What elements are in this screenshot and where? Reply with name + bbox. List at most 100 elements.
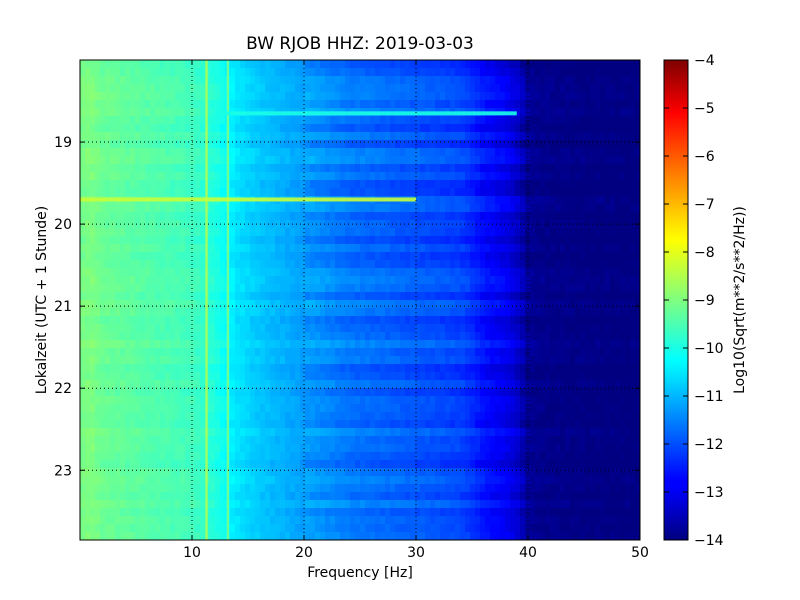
heatmap-cell bbox=[570, 380, 576, 389]
heatmap-cell bbox=[215, 228, 221, 237]
heatmap-cell bbox=[630, 116, 636, 125]
heatmap-cell bbox=[500, 100, 506, 109]
heatmap-cell bbox=[400, 324, 406, 333]
heatmap-cell bbox=[580, 84, 586, 93]
heatmap-cell bbox=[400, 228, 406, 237]
heatmap-cell bbox=[105, 60, 111, 69]
heatmap-cell bbox=[430, 68, 436, 77]
heatmap-cell bbox=[150, 172, 156, 181]
heatmap-cell bbox=[125, 276, 131, 285]
heatmap-cell bbox=[460, 324, 466, 333]
heatmap-cell bbox=[220, 276, 226, 285]
heatmap-cell bbox=[545, 164, 551, 173]
heatmap-cell bbox=[110, 380, 116, 389]
heatmap-cell bbox=[320, 60, 326, 69]
heatmap-cell bbox=[100, 252, 106, 261]
heatmap-cell bbox=[265, 60, 271, 69]
heatmap-cell bbox=[175, 340, 181, 349]
heatmap-cell bbox=[495, 164, 501, 173]
heatmap-cell bbox=[455, 92, 461, 101]
heatmap-cell bbox=[630, 388, 636, 397]
heatmap-cell bbox=[430, 116, 436, 125]
heatmap-cell bbox=[545, 156, 551, 165]
heatmap-cell bbox=[95, 324, 101, 333]
heatmap-cell bbox=[395, 396, 401, 405]
heatmap-cell bbox=[480, 364, 486, 373]
heatmap-cell bbox=[205, 156, 211, 165]
heatmap-cell bbox=[130, 260, 136, 269]
heatmap-cell bbox=[305, 204, 311, 213]
heatmap-cell bbox=[440, 124, 446, 133]
heatmap-cell bbox=[475, 404, 481, 413]
heatmap-cell bbox=[200, 220, 206, 229]
heatmap-cell bbox=[80, 140, 86, 149]
heatmap-cell bbox=[200, 116, 206, 125]
heatmap-cell bbox=[345, 380, 351, 389]
heatmap-cell bbox=[605, 148, 611, 157]
heatmap-cell bbox=[505, 252, 511, 261]
heatmap-cell bbox=[260, 276, 266, 285]
heatmap-cell bbox=[395, 204, 401, 213]
heatmap-cell bbox=[125, 404, 131, 413]
heatmap-cell bbox=[625, 292, 631, 301]
heatmap-cell bbox=[540, 84, 546, 93]
heatmap-cell bbox=[160, 124, 166, 133]
heatmap-cell bbox=[260, 76, 266, 85]
heatmap-cell bbox=[400, 140, 406, 149]
heatmap-cell bbox=[335, 300, 341, 309]
heatmap-cell bbox=[590, 76, 596, 85]
heatmap-cell bbox=[160, 324, 166, 333]
heatmap-cell bbox=[500, 68, 506, 77]
heatmap-cell bbox=[610, 372, 616, 381]
heatmap-cell bbox=[610, 404, 616, 413]
heatmap-cell bbox=[185, 84, 191, 93]
heatmap-cell bbox=[135, 332, 141, 341]
heatmap-cell bbox=[500, 324, 506, 333]
heatmap-cell bbox=[180, 212, 186, 221]
heatmap-cell bbox=[425, 380, 431, 389]
heatmap-cell bbox=[620, 60, 626, 69]
heatmap-cell bbox=[95, 220, 101, 229]
heatmap-cell bbox=[340, 124, 346, 133]
heatmap-cell bbox=[150, 340, 156, 349]
heatmap-cell bbox=[520, 372, 526, 381]
heatmap-cell bbox=[265, 140, 271, 149]
heatmap-cell bbox=[165, 204, 171, 213]
heatmap-cell bbox=[190, 92, 196, 101]
heatmap-cell bbox=[575, 268, 581, 277]
heatmap-cell bbox=[210, 68, 216, 77]
heatmap-cell bbox=[550, 196, 556, 205]
heatmap-cell bbox=[540, 132, 546, 141]
heatmap-cell bbox=[200, 388, 206, 397]
heatmap-cell bbox=[240, 244, 246, 253]
heatmap-cell bbox=[275, 172, 281, 181]
heatmap-cell bbox=[365, 316, 371, 325]
heatmap-cell bbox=[420, 380, 426, 389]
heatmap-cell bbox=[565, 324, 571, 333]
heatmap-cell bbox=[415, 300, 421, 309]
heatmap-cell bbox=[500, 284, 506, 293]
heatmap-cell bbox=[535, 60, 541, 69]
heatmap-cell bbox=[465, 116, 471, 125]
heatmap-cell bbox=[345, 388, 351, 397]
heatmap-cell bbox=[510, 268, 516, 277]
heatmap-cell bbox=[365, 148, 371, 157]
heatmap-cell bbox=[555, 148, 561, 157]
heatmap-cell bbox=[250, 140, 256, 149]
heatmap-cell bbox=[505, 284, 511, 293]
heatmap-cell bbox=[300, 148, 306, 157]
heatmap-cell bbox=[210, 284, 216, 293]
heatmap-cell bbox=[520, 316, 526, 325]
heatmap-cell bbox=[80, 260, 86, 269]
heatmap-cell bbox=[580, 292, 586, 301]
heatmap-cell bbox=[190, 84, 196, 93]
heatmap-cell bbox=[80, 84, 86, 93]
heatmap-cell bbox=[315, 412, 321, 421]
heatmap-cell bbox=[485, 164, 491, 173]
heatmap-cell bbox=[135, 148, 141, 157]
heatmap-cell bbox=[190, 300, 196, 309]
heatmap-cell bbox=[235, 236, 241, 245]
heatmap-cell bbox=[445, 116, 451, 125]
heatmap-cell bbox=[495, 148, 501, 157]
heatmap-cell bbox=[220, 92, 226, 101]
